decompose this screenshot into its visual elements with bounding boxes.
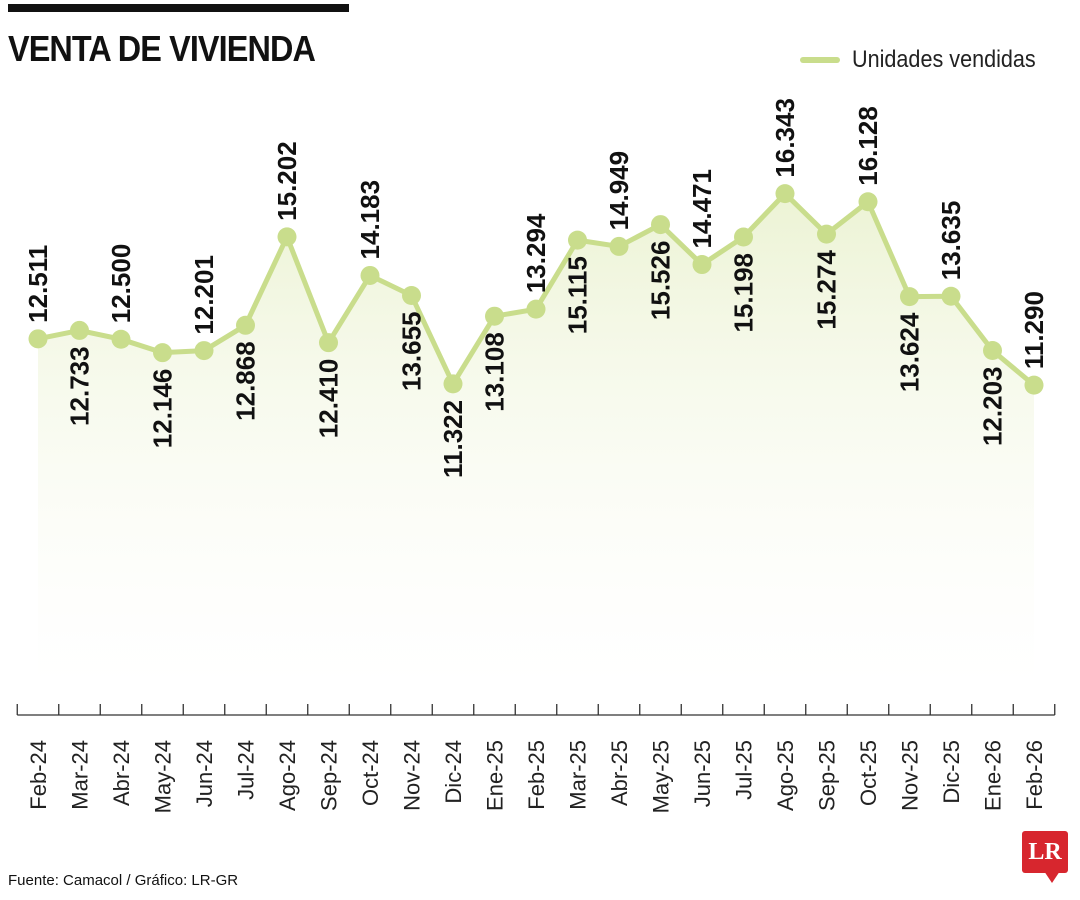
lr-logo: LR	[1022, 831, 1068, 873]
legend: Unidades vendidas	[799, 46, 1056, 74]
x-tick-label: Dic-24	[441, 740, 466, 804]
x-tick-label: Sep-24	[317, 740, 342, 811]
x-tick-label: Feb-26	[1022, 740, 1047, 810]
x-tick-labels: Feb-24 Mar-24 Abr-24 May-24 Jun-24 Jul-24 Ago-…	[26, 740, 1047, 813]
x-tick-label: Mar-25	[566, 740, 591, 810]
data-label: 13.635	[936, 201, 966, 281]
data-point	[111, 329, 131, 349]
x-tick-label: Ago-25	[773, 740, 798, 811]
data-point	[360, 265, 380, 285]
data-label: 13.108	[480, 332, 510, 412]
data-point	[941, 286, 961, 306]
data-point	[651, 215, 670, 235]
data-point	[983, 341, 1002, 361]
data-label: 15.198	[729, 253, 759, 333]
data-points	[28, 184, 1044, 395]
x-tick-label: May-25	[649, 740, 674, 813]
data-point	[692, 255, 712, 275]
data-label: 15.274	[812, 250, 842, 330]
data-label: 12.203	[978, 367, 1008, 447]
x-tick-label: Mar-24	[68, 740, 93, 810]
x-tick-label: Abr-25	[607, 740, 632, 806]
chart-title: VENTA DE VIVIENDA	[8, 28, 316, 69]
data-point	[485, 306, 504, 326]
data-label: 13.294	[521, 213, 551, 293]
x-tick-label: Oct-24	[358, 740, 383, 806]
data-point	[402, 285, 421, 305]
x-tick-label: Oct-25	[856, 740, 881, 806]
data-point	[319, 333, 338, 353]
x-tick-label: Ago-24	[275, 740, 300, 811]
data-point	[194, 341, 214, 361]
data-label: 15.115	[563, 256, 593, 334]
x-tick-label: Jun-25	[690, 740, 715, 807]
data-point	[775, 184, 795, 204]
data-label: 12.410	[314, 359, 344, 439]
data-label: 13.655	[397, 311, 427, 391]
lr-logo-text: LR	[1028, 838, 1062, 865]
data-label: 11.322	[438, 400, 468, 478]
x-tick-label: May-24	[151, 740, 176, 813]
x-tick-label: Nov-24	[400, 740, 425, 811]
data-point	[1024, 375, 1044, 395]
data-labels: 12.511 12.733 12.500 12.146 12.201 12.868 15.2…	[23, 98, 1049, 478]
data-label: 16.343	[770, 98, 800, 178]
data-point	[734, 227, 753, 247]
data-label: 12.733	[65, 346, 95, 426]
data-label: 12.500	[106, 244, 136, 324]
data-point	[609, 236, 629, 256]
x-tick-label: Ene-25	[483, 740, 508, 811]
data-label: 12.146	[148, 369, 178, 449]
data-label: 12.201	[189, 255, 219, 335]
x-tick-label: Jun-24	[192, 740, 217, 807]
data-point	[817, 224, 836, 244]
data-point	[443, 374, 463, 394]
legend-label: Unidades vendidas	[851, 46, 1036, 73]
top-rule	[8, 4, 349, 12]
x-tick-label: Ene-26	[981, 740, 1006, 811]
data-label: 14.949	[604, 151, 634, 231]
x-tick-label: Jul-25	[732, 740, 757, 800]
data-label: 11.290	[1019, 291, 1049, 369]
x-tick-label: Jul-24	[234, 740, 259, 800]
x-tick-label: Abr-24	[109, 740, 134, 806]
x-tick-label: Dic-25	[939, 740, 964, 804]
data-label: 12.511	[23, 245, 53, 323]
x-tick-label: Sep-25	[815, 740, 840, 811]
x-tick-label: Nov-25	[898, 740, 923, 811]
lr-logo-tail	[1044, 871, 1060, 883]
x-tick-label: Feb-24	[26, 740, 51, 810]
area-path	[38, 193, 1034, 689]
data-point	[70, 320, 89, 340]
data-point	[236, 315, 255, 335]
area-fill	[38, 193, 1034, 689]
data-point	[858, 192, 878, 212]
data-label: 13.624	[895, 312, 925, 392]
data-point	[526, 299, 546, 319]
data-point	[28, 329, 48, 349]
data-label: 15.526	[646, 241, 676, 321]
data-point	[900, 287, 919, 307]
data-label: 12.868	[231, 341, 261, 421]
data-point	[277, 227, 297, 247]
x-tick-label: Feb-25	[524, 740, 549, 810]
x-axis	[16, 704, 1056, 716]
data-point	[568, 230, 587, 250]
data-point	[153, 343, 172, 363]
data-label: 14.183	[355, 180, 385, 260]
data-label: 16.128	[853, 106, 883, 186]
data-label: 15.202	[272, 141, 302, 221]
source-note: Fuente: Camacol / Gráfico: LR-GR	[8, 872, 239, 889]
data-label: 14.471	[687, 169, 717, 249]
legend-swatch	[799, 57, 840, 63]
